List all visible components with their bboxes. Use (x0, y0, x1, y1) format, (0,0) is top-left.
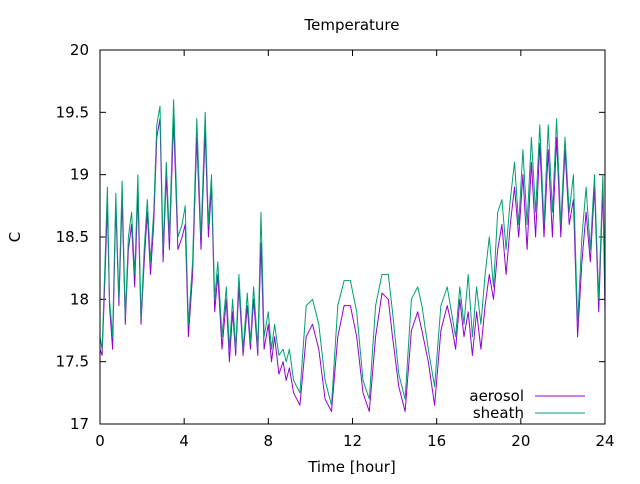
x-axis-label: Time [hour] (307, 458, 396, 476)
axis-ticks: 0 4 8 12 16 20 24 17 17.5 18 18.5 19 19.5 20 (56, 41, 615, 450)
plot-frame (99, 49, 606, 425)
x-tick-label: 4 (179, 432, 189, 450)
y-tick-label: 20 (70, 41, 89, 59)
chart-title: Temperature (303, 16, 399, 34)
legend-label-aerosol: aerosol (469, 387, 524, 405)
y-tick-label: 17 (70, 415, 89, 433)
x-tick-label: 20 (511, 432, 530, 450)
y-tick-label: 19 (70, 166, 89, 184)
x-tick-label: 8 (264, 432, 274, 450)
x-tick-label: 12 (343, 432, 362, 450)
x-tick-label: 16 (427, 432, 446, 450)
y-tick-label: 18.5 (56, 228, 89, 246)
series-line-sheath (99, 99, 606, 406)
legend-label-sheath: sheath (473, 404, 524, 422)
y-axis-label: C (6, 232, 24, 242)
y-tick-label: 18 (70, 290, 89, 308)
y-tick-label: 17.5 (56, 353, 89, 371)
x-tick-label: 0 (95, 432, 105, 450)
y-tick-label: 19.5 (56, 103, 89, 121)
x-tick-label: 24 (595, 432, 614, 450)
series-lines (99, 99, 606, 412)
